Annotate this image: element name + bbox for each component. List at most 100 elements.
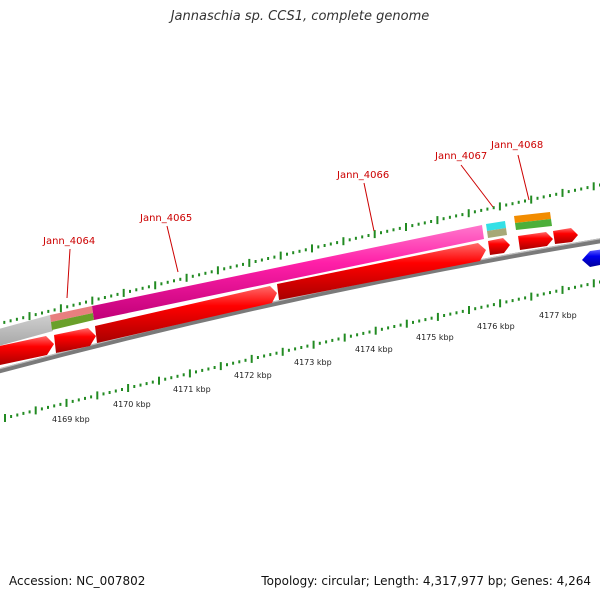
minor-tick bbox=[15, 317, 18, 321]
minor-tick bbox=[517, 200, 520, 204]
minor-tick bbox=[337, 337, 340, 341]
cds-arrow[interactable] bbox=[0, 336, 54, 366]
gene-label-jann-4066[interactable]: Jann_4066 bbox=[336, 170, 389, 181]
minor-tick bbox=[298, 249, 301, 253]
gene-label-jann-4065[interactable]: Jann_4065 bbox=[139, 213, 192, 224]
tick-label: 4177 kbp bbox=[539, 311, 577, 320]
minor-tick bbox=[176, 374, 179, 378]
feature-orange bbox=[514, 212, 551, 223]
minor-tick bbox=[586, 283, 589, 287]
minor-tick bbox=[331, 338, 334, 342]
minor-tick bbox=[455, 214, 458, 218]
gene-label-jann-4068[interactable]: Jann_4068 bbox=[490, 140, 543, 151]
minor-tick bbox=[260, 258, 263, 262]
minor-tick bbox=[536, 196, 539, 200]
major-tick bbox=[561, 188, 564, 197]
minor-tick bbox=[78, 302, 81, 306]
major-tick bbox=[279, 251, 282, 260]
minor-tick bbox=[16, 413, 19, 417]
major-tick bbox=[34, 406, 37, 415]
minor-tick bbox=[59, 402, 62, 406]
minor-tick bbox=[393, 325, 396, 328]
gene-jann-4065-cds-arrow[interactable] bbox=[95, 286, 277, 343]
gene-labels: Jann_4064 Jann_4065 Jann_4066 Jann_4067 … bbox=[42, 140, 543, 247]
tick-label: 4174 kbp bbox=[355, 345, 393, 354]
minor-tick bbox=[304, 248, 307, 252]
minor-tick bbox=[555, 192, 558, 196]
minor-tick bbox=[574, 188, 576, 192]
gene-label-jann-4064[interactable]: Jann_4064 bbox=[42, 236, 95, 247]
minor-tick bbox=[294, 347, 297, 351]
major-tick bbox=[28, 312, 31, 321]
gene-label-jann-4067[interactable]: Jann_4067 bbox=[434, 151, 487, 162]
minor-tick bbox=[147, 285, 150, 289]
major-tick bbox=[374, 326, 377, 335]
major-tick bbox=[91, 296, 94, 305]
minor-tick bbox=[287, 348, 290, 352]
minor-tick bbox=[356, 333, 359, 337]
major-tick bbox=[436, 216, 439, 225]
minor-tick bbox=[423, 221, 426, 225]
minor-tick bbox=[40, 407, 43, 411]
reverse-cds-arrow[interactable] bbox=[582, 249, 600, 267]
tick-label: 4170 kbp bbox=[113, 400, 151, 409]
minor-tick bbox=[555, 289, 558, 293]
feature-band-olive bbox=[51, 313, 94, 330]
tick-label: 4169 kbp bbox=[52, 415, 90, 424]
minor-tick bbox=[398, 226, 401, 230]
minor-tick bbox=[586, 186, 589, 190]
minor-tick bbox=[492, 303, 495, 307]
cds-arrow[interactable] bbox=[54, 328, 96, 353]
minor-tick bbox=[210, 270, 213, 274]
tick-label: 4171 kbp bbox=[173, 385, 211, 394]
cds-arrow[interactable] bbox=[553, 228, 578, 244]
minor-tick bbox=[116, 292, 119, 296]
minor-tick bbox=[160, 282, 163, 286]
minor-tick bbox=[256, 356, 259, 359]
feature-cyan bbox=[486, 221, 506, 231]
gene-jann-4066-cds-arrow[interactable] bbox=[277, 243, 486, 300]
major-tick bbox=[188, 369, 191, 378]
minor-tick bbox=[448, 215, 451, 219]
minor-tick bbox=[511, 202, 514, 206]
minor-tick bbox=[145, 382, 148, 386]
minor-tick bbox=[417, 222, 420, 226]
minor-tick bbox=[443, 314, 446, 317]
minor-tick bbox=[392, 228, 395, 232]
minor-tick bbox=[567, 190, 570, 194]
major-tick bbox=[468, 306, 470, 314]
gene-jann-4067-cds-arrow[interactable] bbox=[488, 238, 510, 255]
minor-tick bbox=[361, 235, 364, 239]
minor-tick bbox=[306, 344, 309, 348]
genome-backbone bbox=[0, 238, 600, 374]
minor-tick bbox=[47, 405, 49, 409]
minor-tick bbox=[166, 280, 169, 284]
minor-tick bbox=[238, 360, 241, 364]
minor-tick bbox=[412, 320, 414, 324]
minor-tick bbox=[28, 410, 31, 414]
minor-tick bbox=[133, 385, 136, 388]
minor-tick bbox=[567, 287, 570, 291]
minor-tick bbox=[47, 309, 50, 313]
major-tick bbox=[373, 230, 376, 239]
minor-tick bbox=[486, 304, 489, 308]
minor-tick bbox=[135, 288, 138, 292]
major-tick bbox=[499, 299, 502, 308]
minor-tick bbox=[103, 296, 106, 299]
minor-tick bbox=[574, 285, 576, 289]
accession-label: Accession: NC_007802 bbox=[9, 574, 146, 588]
minor-tick bbox=[22, 316, 25, 320]
major-tick bbox=[405, 223, 407, 231]
major-tick bbox=[530, 195, 533, 204]
major-tick bbox=[185, 273, 188, 282]
major-tick bbox=[343, 333, 346, 342]
minor-tick bbox=[455, 311, 458, 315]
minor-tick bbox=[449, 312, 452, 316]
minor-tick bbox=[85, 300, 87, 304]
gene-jann-4065-bar[interactable] bbox=[92, 225, 484, 320]
gene-jann-4068-cds-arrow[interactable] bbox=[518, 232, 553, 250]
major-tick bbox=[281, 347, 284, 356]
minor-tick bbox=[242, 262, 244, 266]
major-tick bbox=[219, 362, 222, 371]
ruler-bottom bbox=[4, 279, 600, 422]
